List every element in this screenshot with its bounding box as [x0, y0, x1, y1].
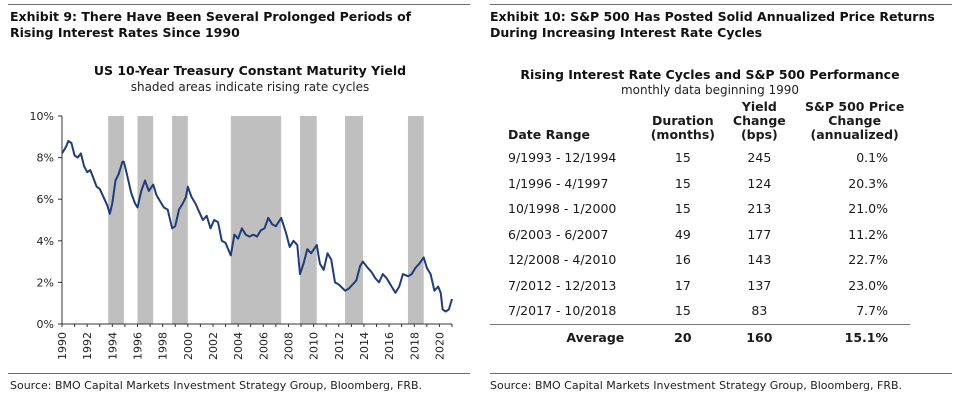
cell-yield-change: 124: [747, 175, 772, 191]
x-tick-label: 2018: [408, 332, 421, 360]
x-tick-label: 1994: [106, 332, 119, 360]
x-tick-label: 2016: [383, 332, 396, 360]
cell-sp500-change: 20.3%: [848, 175, 888, 191]
cell-duration: 17: [674, 277, 691, 293]
cell-duration: 16: [674, 252, 691, 268]
cell-sp500-change: 0.1%: [856, 150, 888, 166]
average-sp500-change: 15.1%: [799, 323, 910, 351]
yield-series-line: [61, 140, 453, 313]
rising-rate-shade: [300, 116, 317, 324]
x-tick-label: 2006: [257, 332, 270, 360]
cell-date-range: 10/1998 - 1/2000: [508, 201, 617, 217]
cell-yield-change: 213: [747, 201, 772, 217]
cell-duration: 15: [674, 175, 691, 191]
cell-duration: 15: [674, 303, 691, 319]
x-tick-label: 2002: [207, 332, 220, 360]
y-tick-label: 4%: [37, 235, 54, 248]
exhibit-10-title: Exhibit 10: S&P 500 Has Posted Solid Ann…: [490, 9, 935, 40]
x-tick-label: 2014: [358, 332, 371, 360]
y-tick-label: 8%: [37, 152, 54, 165]
cell-yield-change: 143: [747, 252, 772, 268]
x-tick-label: 2000: [182, 332, 195, 360]
yield-line-chart: 0% 2% 4% 6% 8% 10% 1990 1992 1994 1996 1998 2000 20…: [30, 110, 453, 360]
left-top-rule: [8, 4, 470, 5]
x-tick-label: 2004: [232, 332, 245, 360]
x-tick-label: 2008: [282, 332, 295, 360]
rising-rate-cycles-table: Date Range Duration (months) Yield Chang…: [490, 100, 910, 351]
y-tick-label: 10%: [30, 110, 54, 123]
cell-yield-change: 83: [751, 303, 768, 319]
right-bottom-rule: [490, 373, 952, 374]
table-subtitle: monthly data beginning 1990: [620, 83, 800, 97]
cell-yield-change: 177: [747, 226, 772, 242]
cell-date-range: 1/1996 - 4/1997: [508, 175, 609, 191]
rising-rate-shade: [172, 116, 188, 324]
y-tick-label: 6%: [37, 193, 54, 206]
right-source-note: Source: BMO Capital Markets Investment S…: [490, 379, 903, 392]
chart-title: US 10-Year Treasury Constant Maturity Yi…: [93, 63, 407, 78]
rising-rate-shade: [108, 116, 124, 324]
x-tick-label: 1998: [157, 332, 170, 360]
cell-sp500-change: 23.0%: [848, 277, 888, 293]
average-duration: 20: [646, 323, 720, 351]
left-bottom-rule: [8, 373, 470, 374]
left-source-note: Source: BMO Capital Markets Investment S…: [10, 379, 423, 392]
rising-rate-shade: [345, 116, 363, 324]
exhibit-9-title: Exhibit 9: There Have Been Several Prolo…: [10, 9, 412, 40]
cell-duration: 15: [674, 150, 691, 166]
cell-date-range: 7/2017 - 10/2018: [508, 303, 617, 319]
y-tick-label: 0%: [37, 318, 54, 331]
table-row: 6/2003 - 6/2007 49 177 11.2%: [490, 222, 910, 248]
cell-sp500-change: 21.0%: [848, 201, 888, 217]
rising-rate-shade: [407, 116, 424, 324]
y-tick-label: 2%: [37, 276, 54, 289]
cell-sp500-change: 22.7%: [848, 252, 888, 268]
table-row: 10/1998 - 1/2000 15 213 21.0%: [490, 196, 910, 222]
cell-yield-change: 245: [747, 150, 772, 166]
cell-date-range: 6/2003 - 6/2007: [508, 226, 609, 242]
rising-rate-shade: [230, 116, 282, 324]
cell-date-range: 9/1993 - 12/1994: [508, 150, 617, 166]
x-tick-label: 1990: [56, 332, 69, 360]
table-row: 7/2017 - 10/2018 15 83 7.7%: [490, 298, 910, 324]
average-yield-change: 160: [719, 323, 800, 351]
chart-subtitle: shaded areas indicate rising rate cycles: [130, 80, 370, 94]
table-row: 12/2008 - 4/2010 16 143 22.7%: [490, 247, 910, 273]
x-tick-label: 2010: [308, 332, 321, 360]
header-date-range: Date Range: [508, 127, 591, 142]
header-sp500-change: S&P 500 Price Change (annualized): [804, 99, 905, 142]
table-row: 7/2012 - 12/2013 17 137 23.0%: [490, 273, 910, 299]
cell-sp500-change: 7.7%: [856, 303, 888, 319]
right-top-rule: [490, 4, 952, 5]
cell-date-range: 7/2012 - 12/2013: [508, 277, 617, 293]
table-row: 1/1996 - 4/1997 15 124 20.3%: [490, 171, 910, 197]
average-row: Average 20 160 15.1%: [490, 323, 910, 351]
cell-yield-change: 137: [747, 277, 772, 293]
table-row: 9/1993 - 12/1994 15 245 0.1%: [490, 145, 910, 171]
x-tick-label: 1992: [81, 332, 94, 360]
cell-duration: 49: [674, 226, 691, 242]
table-body: 9/1993 - 12/1994 15 245 0.1% 1/1996 - 4/1997…: [490, 145, 910, 351]
cell-date-range: 12/2008 - 4/2010: [508, 252, 617, 268]
cell-duration: 15: [674, 201, 691, 217]
rising-rate-shade: [137, 116, 154, 324]
table-title: Rising Interest Rate Cycles and S&P 500 …: [520, 67, 900, 82]
x-tick-label: 1996: [131, 332, 144, 360]
header-yield-change: Yield Change (bps): [732, 99, 786, 142]
header-duration: Duration (months): [650, 113, 715, 142]
x-tick-label: 2020: [433, 332, 446, 360]
x-tick-label: 2012: [333, 332, 346, 360]
table-header-row: Date Range Duration (months) Yield Chang…: [490, 100, 910, 145]
average-label: Average: [490, 323, 647, 351]
cell-sp500-change: 11.2%: [848, 226, 888, 242]
